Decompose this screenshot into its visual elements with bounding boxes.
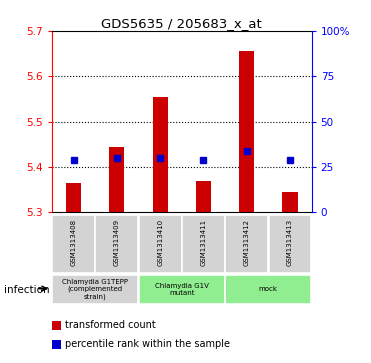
Bar [139, 275, 225, 304]
Text: percentile rank within the sample: percentile rank within the sample [65, 339, 230, 350]
Text: infection: infection [4, 285, 49, 295]
Bar [182, 215, 225, 273]
Bar [66, 183, 81, 212]
Bar [282, 192, 298, 212]
Bar [52, 215, 95, 273]
Bar [52, 321, 61, 330]
Bar [52, 275, 138, 304]
Text: GSM1313410: GSM1313410 [157, 219, 163, 266]
Bar [152, 97, 168, 212]
Bar [239, 51, 254, 212]
Text: mock: mock [259, 286, 278, 293]
Text: GSM1313412: GSM1313412 [244, 219, 250, 266]
Text: Chlamydia G1V
mutant: Chlamydia G1V mutant [155, 283, 209, 296]
Text: GSM1313409: GSM1313409 [114, 219, 120, 266]
Title: GDS5635 / 205683_x_at: GDS5635 / 205683_x_at [101, 17, 262, 30]
Bar [269, 215, 311, 273]
Text: transformed count: transformed count [65, 320, 156, 330]
Bar [109, 147, 124, 212]
Bar [52, 340, 61, 349]
Bar [95, 215, 138, 273]
Bar [225, 215, 268, 273]
Bar [225, 275, 311, 304]
Bar [139, 215, 181, 273]
Text: GSM1313411: GSM1313411 [200, 219, 206, 266]
Text: GSM1313408: GSM1313408 [70, 219, 76, 266]
Text: Chlamydia G1TEPP
(complemented
strain): Chlamydia G1TEPP (complemented strain) [62, 279, 128, 300]
Bar [196, 180, 211, 212]
Text: GSM1313413: GSM1313413 [287, 219, 293, 266]
